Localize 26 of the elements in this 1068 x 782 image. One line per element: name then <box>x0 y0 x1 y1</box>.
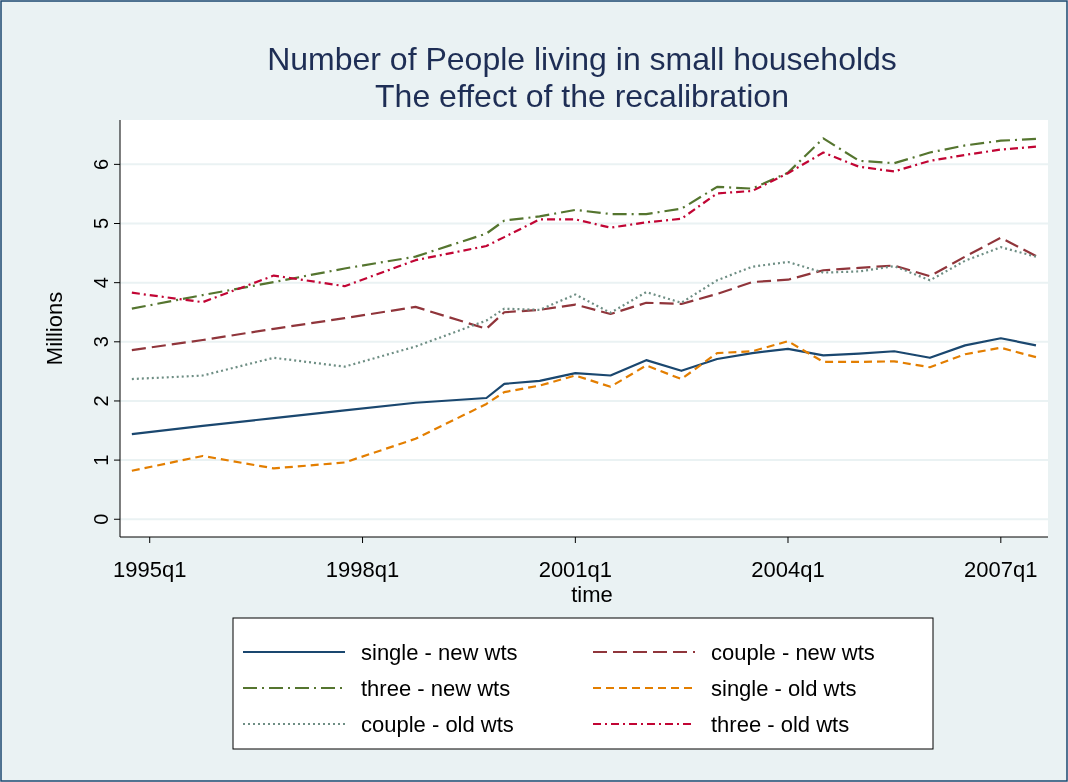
x-tick-label: 1995q1 <box>113 557 187 582</box>
y-axis-title: Millions <box>42 291 67 366</box>
legend-label: three - old wts <box>711 712 850 737</box>
line-series <box>130 340 1038 472</box>
y-tick-label: 0 <box>90 513 112 525</box>
x-tick-label: 1998q1 <box>325 557 400 582</box>
line-series <box>130 337 1038 436</box>
line-series <box>130 236 1038 352</box>
line-series <box>130 246 1038 381</box>
x-tick-label: 2001q1 <box>538 557 613 582</box>
x-tick-label: 2007q1 <box>964 557 1038 582</box>
y-tick-label: 1 <box>90 454 112 466</box>
chart-subtitle: The effect of the recalibration <box>375 78 789 114</box>
legend-label: single - old wts <box>711 676 857 701</box>
y-tick-label: 5 <box>90 217 112 230</box>
legend-label: couple - new wts <box>711 640 875 665</box>
x-axis-title: time <box>571 582 613 607</box>
x-tick-label: 2004q1 <box>751 557 825 582</box>
legend-label: couple - old wts <box>361 712 514 737</box>
y-tick-label: 4 <box>90 277 112 289</box>
y-tick-label: 2 <box>90 395 112 407</box>
legend-label: single - new wts <box>361 640 518 665</box>
y-tick-label: 6 <box>90 158 112 170</box>
y-tick-label: 3 <box>90 336 112 348</box>
legend-label: three - new wts <box>361 676 511 701</box>
chart-title: Number of People living in small households <box>267 41 897 77</box>
